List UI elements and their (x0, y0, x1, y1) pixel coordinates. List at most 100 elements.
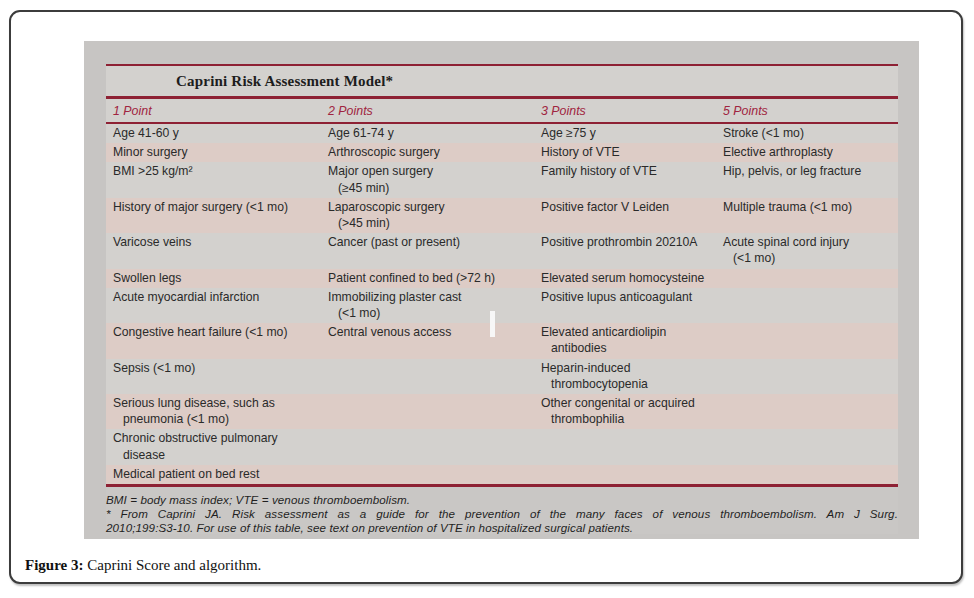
table-cell: Patient confined to bed (>72 h) (321, 269, 534, 288)
caprini-table-image: Caprini Risk Assessment Model* 1 Point2 … (84, 41, 919, 539)
table-cell-line: Heparin-induced (541, 360, 714, 376)
table-cell: History of major surgery (<1 mo) (106, 198, 321, 233)
column-header: 2 Points (321, 102, 534, 118)
table-body: Age 41-60 yAge 61-74 y Age ≥75 y Stroke (<… (106, 124, 898, 484)
table-cell-line: Stroke (<1 mo) (723, 125, 896, 141)
table-cell: Swollen legs (106, 269, 321, 288)
table-cell: Congestive heart failure (<1 mo) (106, 323, 321, 358)
table-cell (716, 288, 898, 323)
table-cell: Family history of VTE (534, 162, 716, 197)
table-cell-line: Patient confined to bed (>72 h) (328, 270, 532, 286)
table-cell: Acute spinal cord injury(<1 mo) (716, 233, 898, 268)
table-cell: Positive lupus anticoagulant (534, 288, 716, 323)
table-cell-line: (≥45 min) (328, 180, 532, 196)
table-cell-line: (<1 mo) (328, 305, 532, 321)
table-cell-line: History of major surgery (<1 mo) (113, 199, 319, 215)
table-cell (534, 465, 716, 484)
table-cell: Hip, pelvis, or leg fracture (716, 162, 898, 197)
table-title-row: Caprini Risk Assessment Model* (106, 66, 898, 96)
table-cell: Central venous access (321, 323, 534, 358)
table-cell (321, 429, 534, 464)
table-row: Sepsis (<1 mo) Heparin-inducedthrombocyto… (106, 359, 898, 394)
table-cell-line: Age 41-60 y (113, 125, 319, 141)
table-cell: Chronic obstructive pulmonarydisease (106, 429, 321, 464)
table-title: Caprini Risk Assessment Model* (176, 73, 393, 90)
table-cell (716, 394, 898, 429)
table-cell-line: Medical patient on bed rest (113, 466, 319, 482)
table-cell: Age 41-60 y (106, 124, 321, 143)
table-cell: Minor surgery (106, 143, 321, 162)
table-cell: Medical patient on bed rest (106, 465, 321, 484)
table-cell (534, 429, 716, 464)
table-cell-line: Positive prothrombin 20210A (541, 234, 714, 250)
table-cell: Age 61-74 y (321, 124, 534, 143)
table-cell: Cancer (past or present) (321, 233, 534, 268)
table-row: BMI >25 kg/m²Major open surgery(≥45 min)… (106, 162, 898, 197)
table-cell-line: Hip, pelvis, or leg fracture (723, 163, 896, 179)
table-cell-line: Congestive heart failure (<1 mo) (113, 324, 319, 340)
table-header-row: 1 Point2 Points3 Points5 Points (106, 99, 898, 122)
table-cell-line: Positive lupus anticoagulant (541, 289, 714, 305)
figure-caption: Figure 3: Caprini Score and algorithm. (25, 557, 261, 574)
table-cell: Acute myocardial infarction (106, 288, 321, 323)
table-cell: Positive factor V Leiden (534, 198, 716, 233)
footnote-line: 2010;199:S3-10. For use of this table, s… (106, 521, 898, 535)
table-row: Age 41-60 yAge 61-74 y Age ≥75 y Stroke (<… (106, 124, 898, 143)
table-row: Varicose veinsCancer (past or present) Po… (106, 233, 898, 268)
table-cell-line: Other congenital or acquired (541, 395, 714, 411)
table-cell-line: Major open surgery (328, 163, 532, 179)
table-row: Congestive heart failure (<1 mo) Central … (106, 323, 898, 358)
table-cell: Elevated anticardiolipinantibodies (534, 323, 716, 358)
table-row: Minor surgeryArthroscopic surgery History… (106, 143, 898, 162)
table-cell-line: Swollen legs (113, 270, 319, 286)
table-cell-line: Sepsis (<1 mo) (113, 360, 319, 376)
column-header: 1 Point (106, 102, 321, 118)
table-cell: Elevated serum homocysteine (534, 269, 716, 288)
table-cell: Major open surgery(≥45 min) (321, 162, 534, 197)
text-cursor (490, 311, 495, 337)
table-cell (716, 429, 898, 464)
table-cell: Multiple trauma (<1 mo) (716, 198, 898, 233)
table-cell-line: Elective arthroplasty (723, 144, 896, 160)
table-cell: Age ≥75 y (534, 124, 716, 143)
column-header: 5 Points (716, 102, 898, 118)
table-cell (321, 465, 534, 484)
table-cell-line: Age ≥75 y (541, 125, 714, 141)
footnote-line: * From Caprini JA. Risk assessment as a … (106, 507, 898, 521)
table-cell-line: Central venous access (328, 324, 532, 340)
table-cell-line: thrombophilia (541, 411, 714, 427)
table-cell-line: Family history of VTE (541, 163, 714, 179)
table-cell: BMI >25 kg/m² (106, 162, 321, 197)
table-cell (321, 359, 534, 394)
table-cell (716, 269, 898, 288)
table-cell: Varicose veins (106, 233, 321, 268)
table-row: Serious lung disease, such aspneumonia (… (106, 394, 898, 429)
table-cell-line: Positive factor V Leiden (541, 199, 714, 215)
table-cell-line: Laparoscopic surgery (328, 199, 532, 215)
table-cell-line: Immobilizing plaster cast (328, 289, 532, 305)
table-cell: Laparoscopic surgery(>45 min) (321, 198, 534, 233)
table-cell-line: (<1 mo) (723, 250, 896, 266)
table-cell-line: Varicose veins (113, 234, 319, 250)
table-row: History of major surgery (<1 mo)Laparosc… (106, 198, 898, 233)
table-cell-line: Minor surgery (113, 144, 319, 160)
figure-caption-label: Figure 3: (25, 557, 83, 573)
caprini-table: Caprini Risk Assessment Model* 1 Point2 … (106, 64, 898, 534)
table-cell: Elective arthroplasty (716, 143, 898, 162)
table-cell: Heparin-inducedthrombocytopenia (534, 359, 716, 394)
table-cell (716, 359, 898, 394)
table-footnotes: BMI = body mass index; VTE = venous thro… (106, 487, 898, 534)
table-cell-line: Chronic obstructive pulmonary (113, 430, 319, 446)
table-cell-line: History of VTE (541, 144, 714, 160)
table-cell: Positive prothrombin 20210A (534, 233, 716, 268)
table-cell-line: Elevated serum homocysteine (541, 270, 714, 286)
table-row: Swollen legs Patient confined to bed (>72… (106, 269, 898, 288)
table-cell (321, 394, 534, 429)
table-cell: History of VTE (534, 143, 716, 162)
table-cell: Other congenital or acquiredthrombophili… (534, 394, 716, 429)
table-cell: Arthroscopic surgery (321, 143, 534, 162)
figure-caption-text: Caprini Score and algorithm. (83, 557, 261, 573)
table-cell-line: Elevated anticardiolipin (541, 324, 714, 340)
table-cell: Immobilizing plaster cast(<1 mo) (321, 288, 534, 323)
table-cell-line: Serious lung disease, such as (113, 395, 319, 411)
